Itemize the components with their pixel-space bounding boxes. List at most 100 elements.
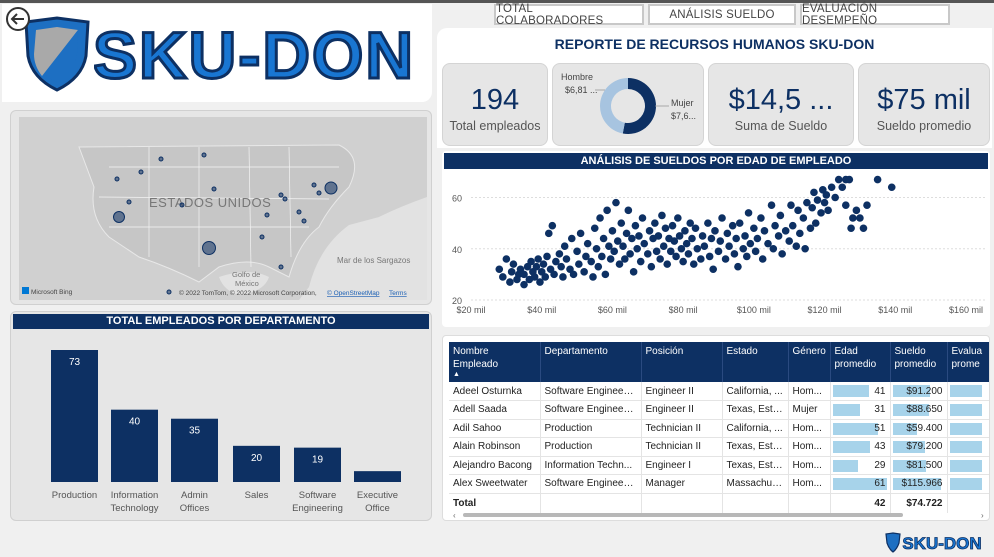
back-arrow-icon[interactable] xyxy=(6,7,30,31)
table-row[interactable]: Alain Robinson Production Technician II Tex… xyxy=(449,437,989,457)
scatter-point xyxy=(788,221,797,230)
table-cell: $79.200 xyxy=(890,437,948,457)
table-header-cell[interactable]: Edad promedio xyxy=(830,342,891,382)
scatter-point xyxy=(811,219,820,227)
dept-category-label: Admin xyxy=(181,490,208,501)
scatter-point xyxy=(598,252,606,261)
table-cell-evaluacion xyxy=(947,400,989,420)
dept-category-label: Executive xyxy=(357,490,398,501)
table-row[interactable]: Alex Sweetwater Software Engineeri... Mana… xyxy=(449,474,989,494)
us-map[interactable]: ESTADOS UNIDOS Mar de los Sargazos Golfo… xyxy=(19,117,427,300)
scatter-point xyxy=(605,242,613,250)
scatter-point xyxy=(603,206,611,215)
scatter-point xyxy=(592,244,601,253)
table-cell: Software Engineeri... xyxy=(540,400,642,420)
gender-donut-card[interactable]: Hombre $6,81 ... Mujer $7,6... xyxy=(552,63,704,146)
scatter-x-tick: $20 mil xyxy=(456,305,485,315)
scatter-point xyxy=(582,252,590,261)
scatter-point xyxy=(787,201,795,209)
table-header-cell[interactable]: Nombre Empleado ▲ xyxy=(449,342,541,382)
kpi-suma-sueldo[interactable]: $14,5 ... Suma de Sueldo xyxy=(708,63,854,146)
data-bar xyxy=(949,404,982,416)
table-row[interactable]: Alejandro Bacong Information Techn... Engi… xyxy=(449,456,989,475)
scatter-point xyxy=(718,214,726,222)
scatter-point xyxy=(744,209,753,217)
scatter-x-tick: $100 mil xyxy=(737,305,771,315)
scatter-point xyxy=(654,232,663,240)
table-cell: $88.650 xyxy=(890,400,948,420)
scatter-point xyxy=(633,244,641,253)
scatter-point xyxy=(635,232,643,240)
scatter-point xyxy=(580,268,588,276)
dept-bar-value-label: 35 xyxy=(189,426,201,437)
scatter-point xyxy=(822,191,831,199)
table-header-cell[interactable]: Posición xyxy=(641,342,723,382)
scatter-point xyxy=(532,262,541,271)
table-header-cell[interactable]: Departamento xyxy=(540,342,642,382)
scatter-point xyxy=(550,270,558,279)
table-cell: Mujer xyxy=(788,400,831,420)
dept-category-label: Technology xyxy=(110,503,158,514)
table-row[interactable]: Adeel Osturnka Software Engineeri... Engin… xyxy=(449,382,989,401)
donut-slices xyxy=(600,78,656,134)
tab-total-colaboradores[interactable]: TOTAL COLABORADORES xyxy=(494,3,644,27)
scatter-point xyxy=(820,198,829,207)
scatter-point xyxy=(557,262,565,271)
scatter-point xyxy=(509,260,518,268)
scatter-x-tick: $40 mil xyxy=(527,305,556,315)
scatter-point xyxy=(647,262,656,271)
donut-mujer-label: Mujer xyxy=(671,98,694,108)
dept-bar-value-label: 40 xyxy=(129,417,141,428)
footer-bar: SKU-DON xyxy=(0,527,994,557)
scatter-point xyxy=(705,252,714,261)
table-row[interactable]: Adil Sahoo Production Technician II Califor… xyxy=(449,419,989,438)
scatter-point xyxy=(774,232,783,240)
table-cell: Adell Saada xyxy=(449,400,541,420)
tab-evaluacion-desempeno[interactable]: EVALUACIÓN DESEMPEÑO xyxy=(800,3,950,27)
dept-category-label: Offices xyxy=(180,503,210,514)
data-bar xyxy=(949,459,982,472)
table-total-cell: Total xyxy=(449,492,541,513)
kpi-total-empleados[interactable]: 194 Total empleados xyxy=(442,63,548,146)
table-row[interactable]: Adell Saada Software Engineeri... Engineer… xyxy=(449,400,989,420)
kpi-sueldo-promedio[interactable]: $75 mil Sueldo promedio xyxy=(858,63,990,146)
scatter-point xyxy=(681,227,689,235)
table-cell: California, ... xyxy=(722,382,789,401)
scatter-point xyxy=(709,265,717,274)
table-cell: Adil Sahoo xyxy=(449,419,541,438)
scatter-point xyxy=(852,206,861,215)
table-cell: $115.966 xyxy=(890,474,948,494)
tab-analisis-sueldo[interactable]: ANÁLISIS SUELDO xyxy=(648,4,796,25)
scatter-point xyxy=(806,224,815,233)
scatter-point xyxy=(698,232,707,240)
scatter-point xyxy=(794,206,802,215)
table-cell: Production xyxy=(540,437,642,457)
table-header-cell[interactable]: Estado xyxy=(722,342,789,382)
scatter-y-tick: 60 xyxy=(452,194,462,204)
scatter-point xyxy=(617,219,626,227)
scatter-point xyxy=(688,234,696,243)
scatter-point xyxy=(643,250,652,258)
scatter-point xyxy=(767,201,776,209)
table-total-row: Total 42 $74.722 xyxy=(449,492,989,513)
dept-chart-panel: TOTAL EMPLEADOS POR DEPARTAMENTO 73 Produ… xyxy=(10,311,432,521)
table-total-cell xyxy=(722,492,789,513)
scatter-x-tick: $80 mil xyxy=(669,305,698,315)
scatter-point xyxy=(679,257,687,266)
scatter-point xyxy=(792,242,801,250)
scatter-point xyxy=(670,237,679,245)
kpi-total-empleados-label: Total empleados xyxy=(449,119,541,133)
table-cell: 43 xyxy=(830,437,891,457)
scatter-point xyxy=(626,250,634,258)
table-header-cell[interactable]: Evalua prome xyxy=(947,342,989,382)
table-cell: Production xyxy=(540,419,642,438)
dept-category-label: Sales xyxy=(245,490,269,501)
scatter-point xyxy=(548,221,557,230)
scatter-point xyxy=(716,237,725,245)
table-header-cell[interactable]: Sueldo promedio xyxy=(890,342,948,382)
table-horizontal-scrollbar[interactable]: ‹ › xyxy=(453,511,988,518)
scatter-point xyxy=(674,214,682,222)
scatter-point xyxy=(507,268,516,276)
table-header-cell[interactable]: Género xyxy=(788,342,831,382)
scatter-point xyxy=(621,255,629,263)
